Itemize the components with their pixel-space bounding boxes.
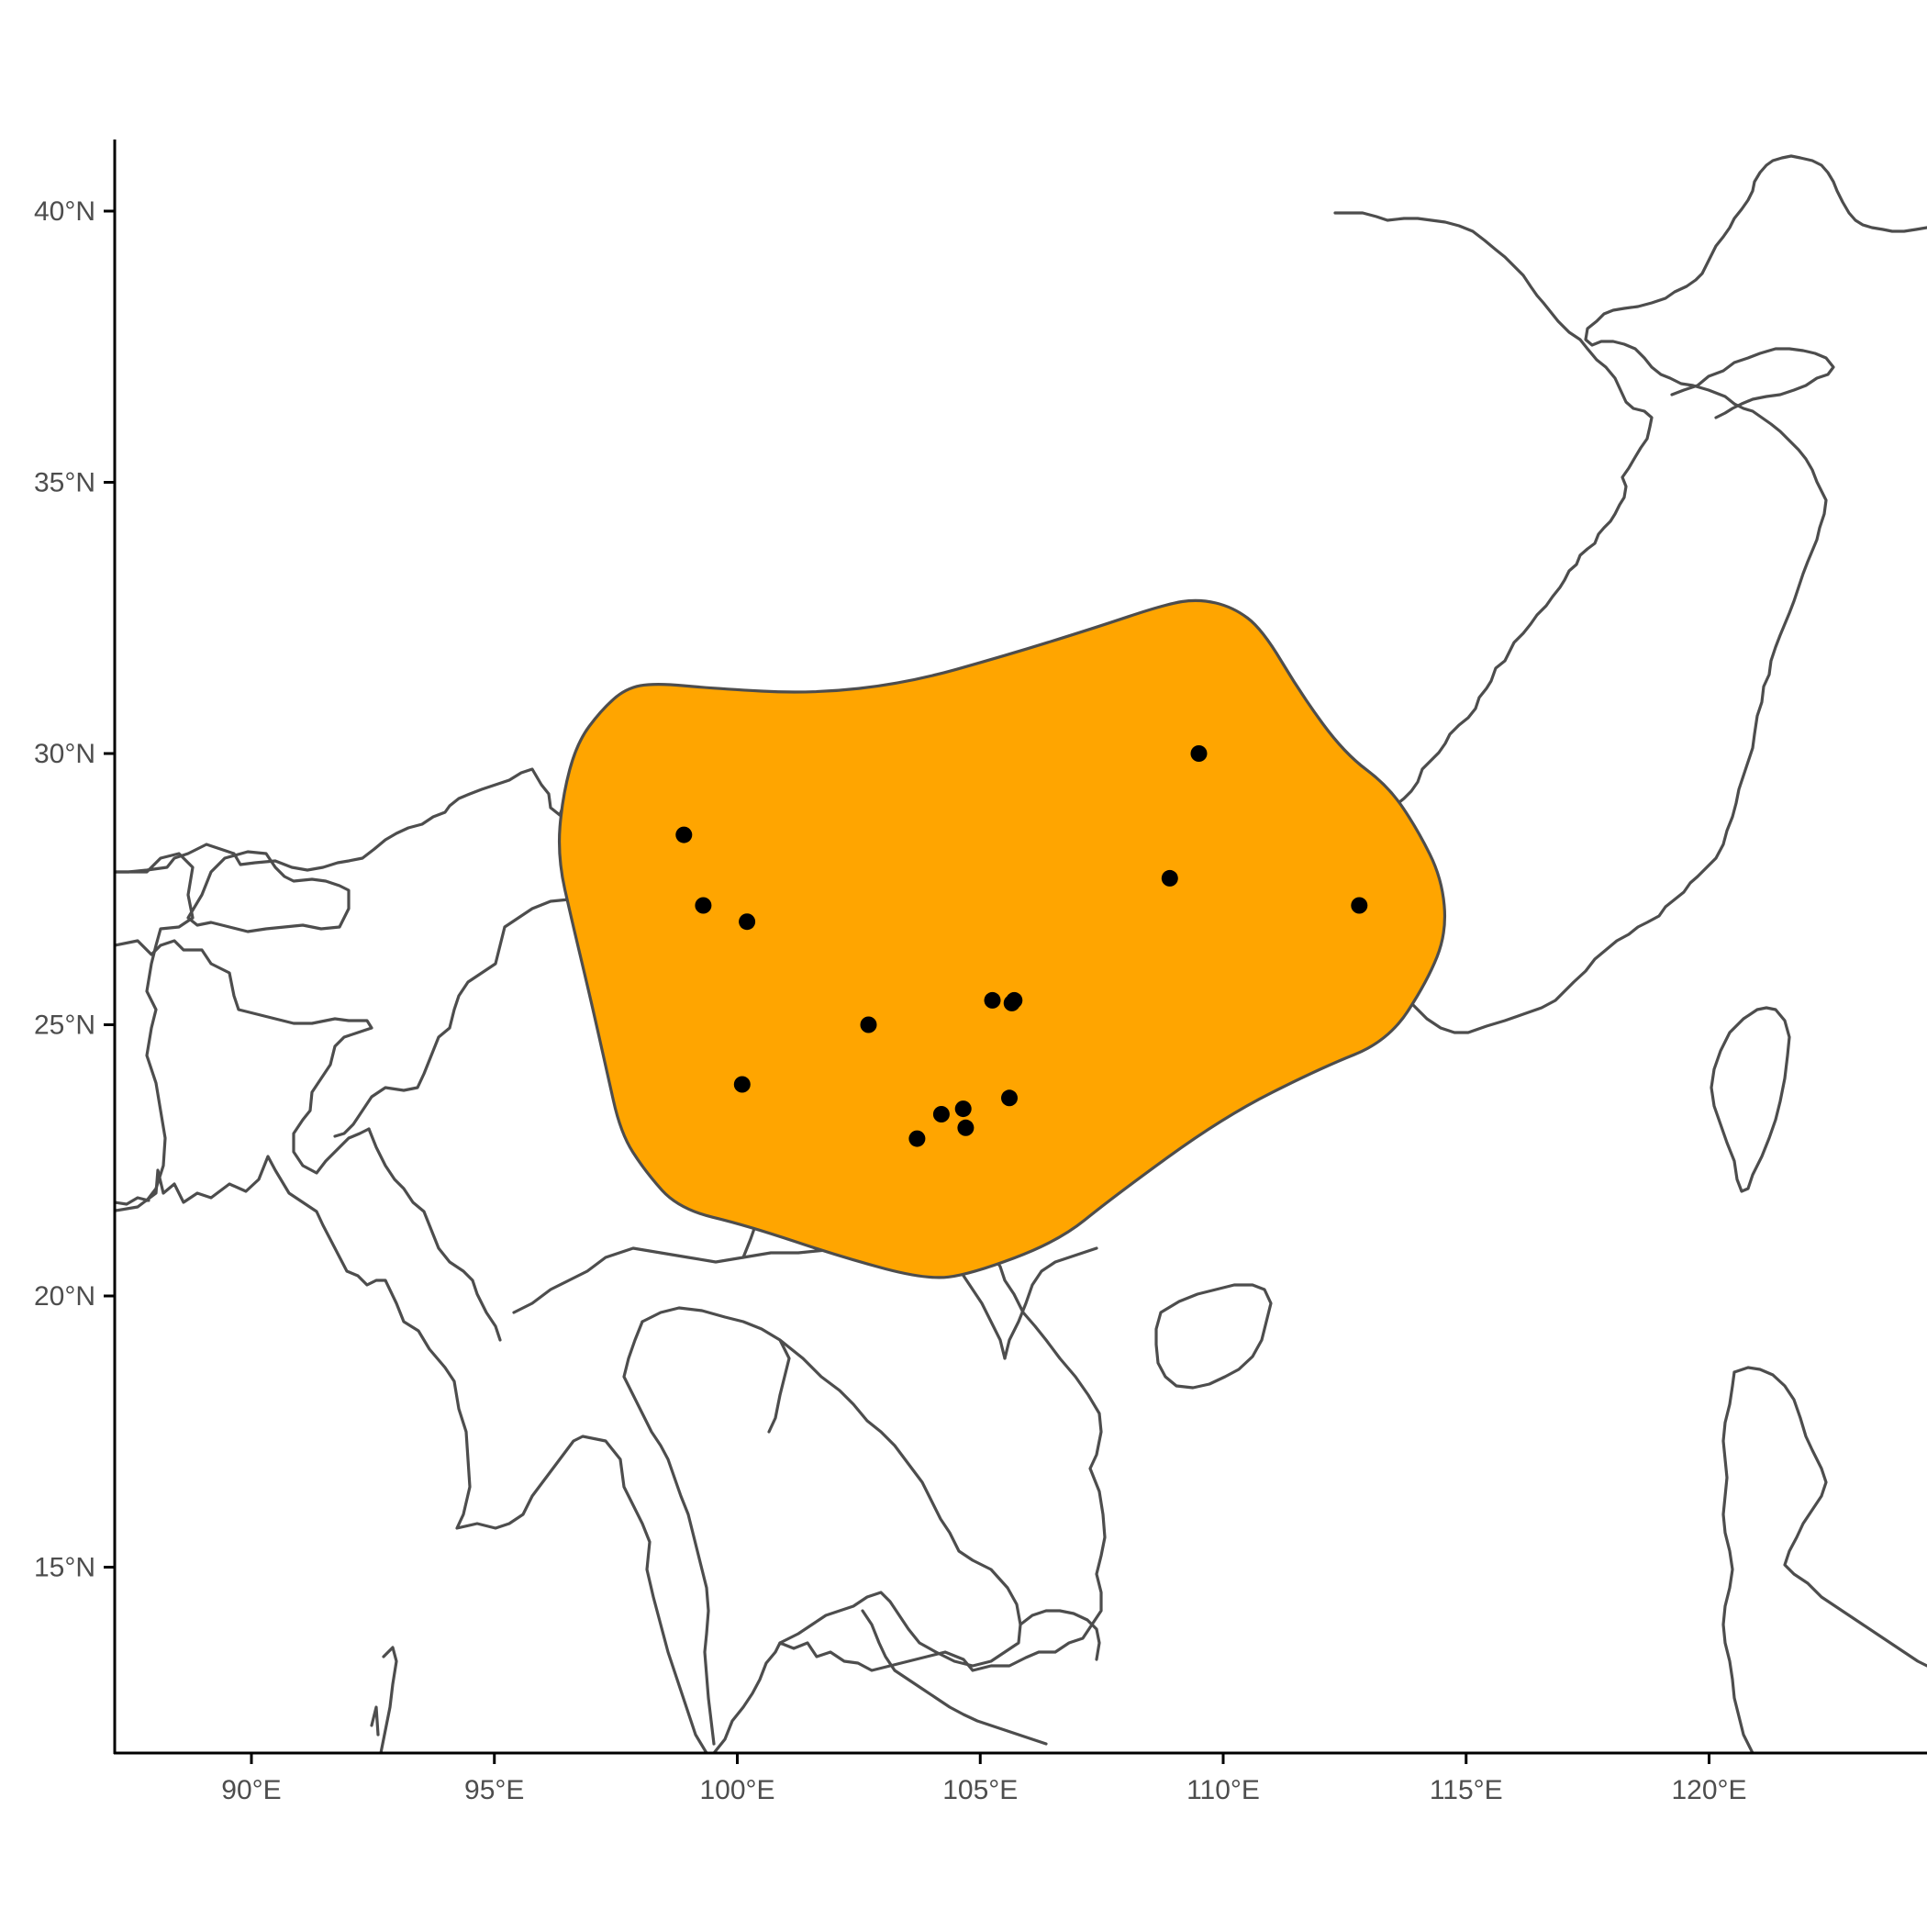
y-tick-label: 35°N: [34, 468, 95, 498]
y-tick-label: 40°N: [34, 196, 95, 227]
occurrence-point: [932, 1106, 950, 1122]
laos-vietnam-border: [512, 1245, 1101, 1668]
y-tick-label: 25°N: [34, 1011, 95, 1041]
bhutan-border: [186, 850, 351, 933]
occurrence-point: [1190, 745, 1208, 762]
occurrence-point: [733, 1076, 751, 1093]
occurrence-point: [860, 1016, 877, 1033]
hainan-island: [1154, 1283, 1273, 1390]
occurrence-point: [739, 913, 756, 931]
y-tick-label: 20°N: [34, 1281, 95, 1312]
occurrence-point: [695, 897, 712, 914]
axes: 90°E 95°E 100°E 105°E 110°E 115°E 120°E 40°N 35…: [34, 140, 1927, 1805]
occurrence-point: [1351, 897, 1368, 914]
tibet-border: [115, 767, 571, 874]
occurrence-point: [957, 1119, 975, 1136]
y-axis-ticks: 40°N 35°N 30°N 25°N 20°N 15°N: [34, 196, 115, 1583]
cambodia-border: [861, 1609, 1048, 1746]
luzon-island: [1721, 1366, 1927, 1753]
andaman-islands: [370, 1646, 398, 1753]
occurrence-point: [675, 826, 693, 843]
map-panel: [115, 154, 1927, 1753]
species-range-polygon: [557, 598, 1447, 1279]
myanmar-border: [333, 898, 571, 1342]
occurrence-point: [984, 991, 1001, 1009]
occurrence-point: [1006, 991, 1023, 1009]
taiwan-island: [1710, 1006, 1791, 1193]
occurrence-points-layer: [675, 745, 1368, 1147]
nepal-border: [115, 852, 195, 1202]
shandong-peninsula: [1670, 347, 1835, 419]
thailand-border: [622, 1320, 716, 1746]
occurrence-point: [954, 1100, 972, 1118]
y-tick-label: 30°N: [34, 739, 95, 769]
occurrence-point: [1161, 869, 1178, 887]
bohai-coastline: [1584, 154, 1927, 406]
x-tick-label: 115°E: [1430, 1775, 1503, 1805]
occurrence-point: [1001, 1089, 1018, 1107]
x-tick-label: 90°E: [221, 1775, 281, 1805]
bangladesh-border: [115, 939, 373, 1175]
species-range-layer: [557, 598, 1447, 1279]
occurrence-point: [908, 1130, 926, 1147]
x-tick-label: 105°E: [942, 1775, 1018, 1805]
x-tick-label: 100°E: [699, 1775, 774, 1805]
x-tick-label: 120°E: [1671, 1775, 1746, 1805]
x-tick-label: 110°E: [1186, 1775, 1260, 1805]
bay-of-bengal-coast: [115, 1196, 150, 1206]
x-axis-ticks: 90°E 95°E 100°E 105°E 110°E 115°E 120°E: [221, 1753, 1747, 1805]
y-tick-label: 15°N: [34, 1553, 95, 1583]
x-tick-label: 95°E: [464, 1775, 524, 1805]
coastlines: [115, 154, 1927, 1753]
